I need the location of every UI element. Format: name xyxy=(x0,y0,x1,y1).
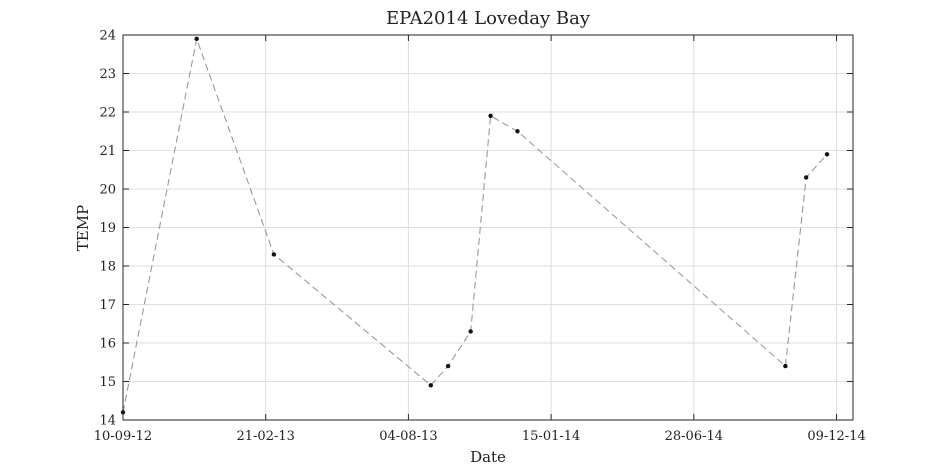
y-tick-label: 17 xyxy=(99,298,116,313)
y-tick-label: 14 xyxy=(99,414,116,429)
data-point xyxy=(488,113,493,119)
y-tick-label: 24 xyxy=(99,29,116,44)
y-tick-label: 15 xyxy=(99,375,116,390)
data-point xyxy=(783,363,788,369)
chart-title: EPA2014 Loveday Bay xyxy=(386,8,591,29)
data-point xyxy=(194,36,199,42)
data-point xyxy=(445,363,451,369)
x-tick-label: 28-06-14 xyxy=(665,429,723,444)
y-tick-label: 20 xyxy=(99,183,116,198)
x-tick-label: 15-01-14 xyxy=(522,429,580,444)
series-line xyxy=(122,36,828,413)
x-axis-label: Date xyxy=(470,448,506,466)
x-tick-label: 04-08-13 xyxy=(379,429,437,444)
data-point xyxy=(803,175,809,180)
y-tick-label: 18 xyxy=(99,260,116,275)
y-axis-label: TEMP xyxy=(74,205,92,251)
series-layer xyxy=(120,36,830,415)
grid xyxy=(122,34,853,421)
y-tick-label: 19 xyxy=(99,221,116,236)
x-tick-label: 10-09-12 xyxy=(94,429,152,444)
x-tick-label: 21-02-13 xyxy=(236,429,294,444)
x-tick-label: 09-12-14 xyxy=(807,429,865,444)
data-point xyxy=(515,129,520,134)
y-tick-label: 21 xyxy=(99,144,116,159)
data-point xyxy=(824,152,830,157)
y-tick-label: 23 xyxy=(99,67,116,82)
data-point xyxy=(428,383,433,388)
y-tick-label: 22 xyxy=(99,106,116,121)
y-tick-label: 16 xyxy=(99,337,116,352)
data-point xyxy=(468,329,473,334)
data-point xyxy=(271,252,277,257)
axis-ticks: 14 15 16 17 18 19 20 21 22 23 24 10-09-12 21-02-13 04… xyxy=(94,29,866,445)
